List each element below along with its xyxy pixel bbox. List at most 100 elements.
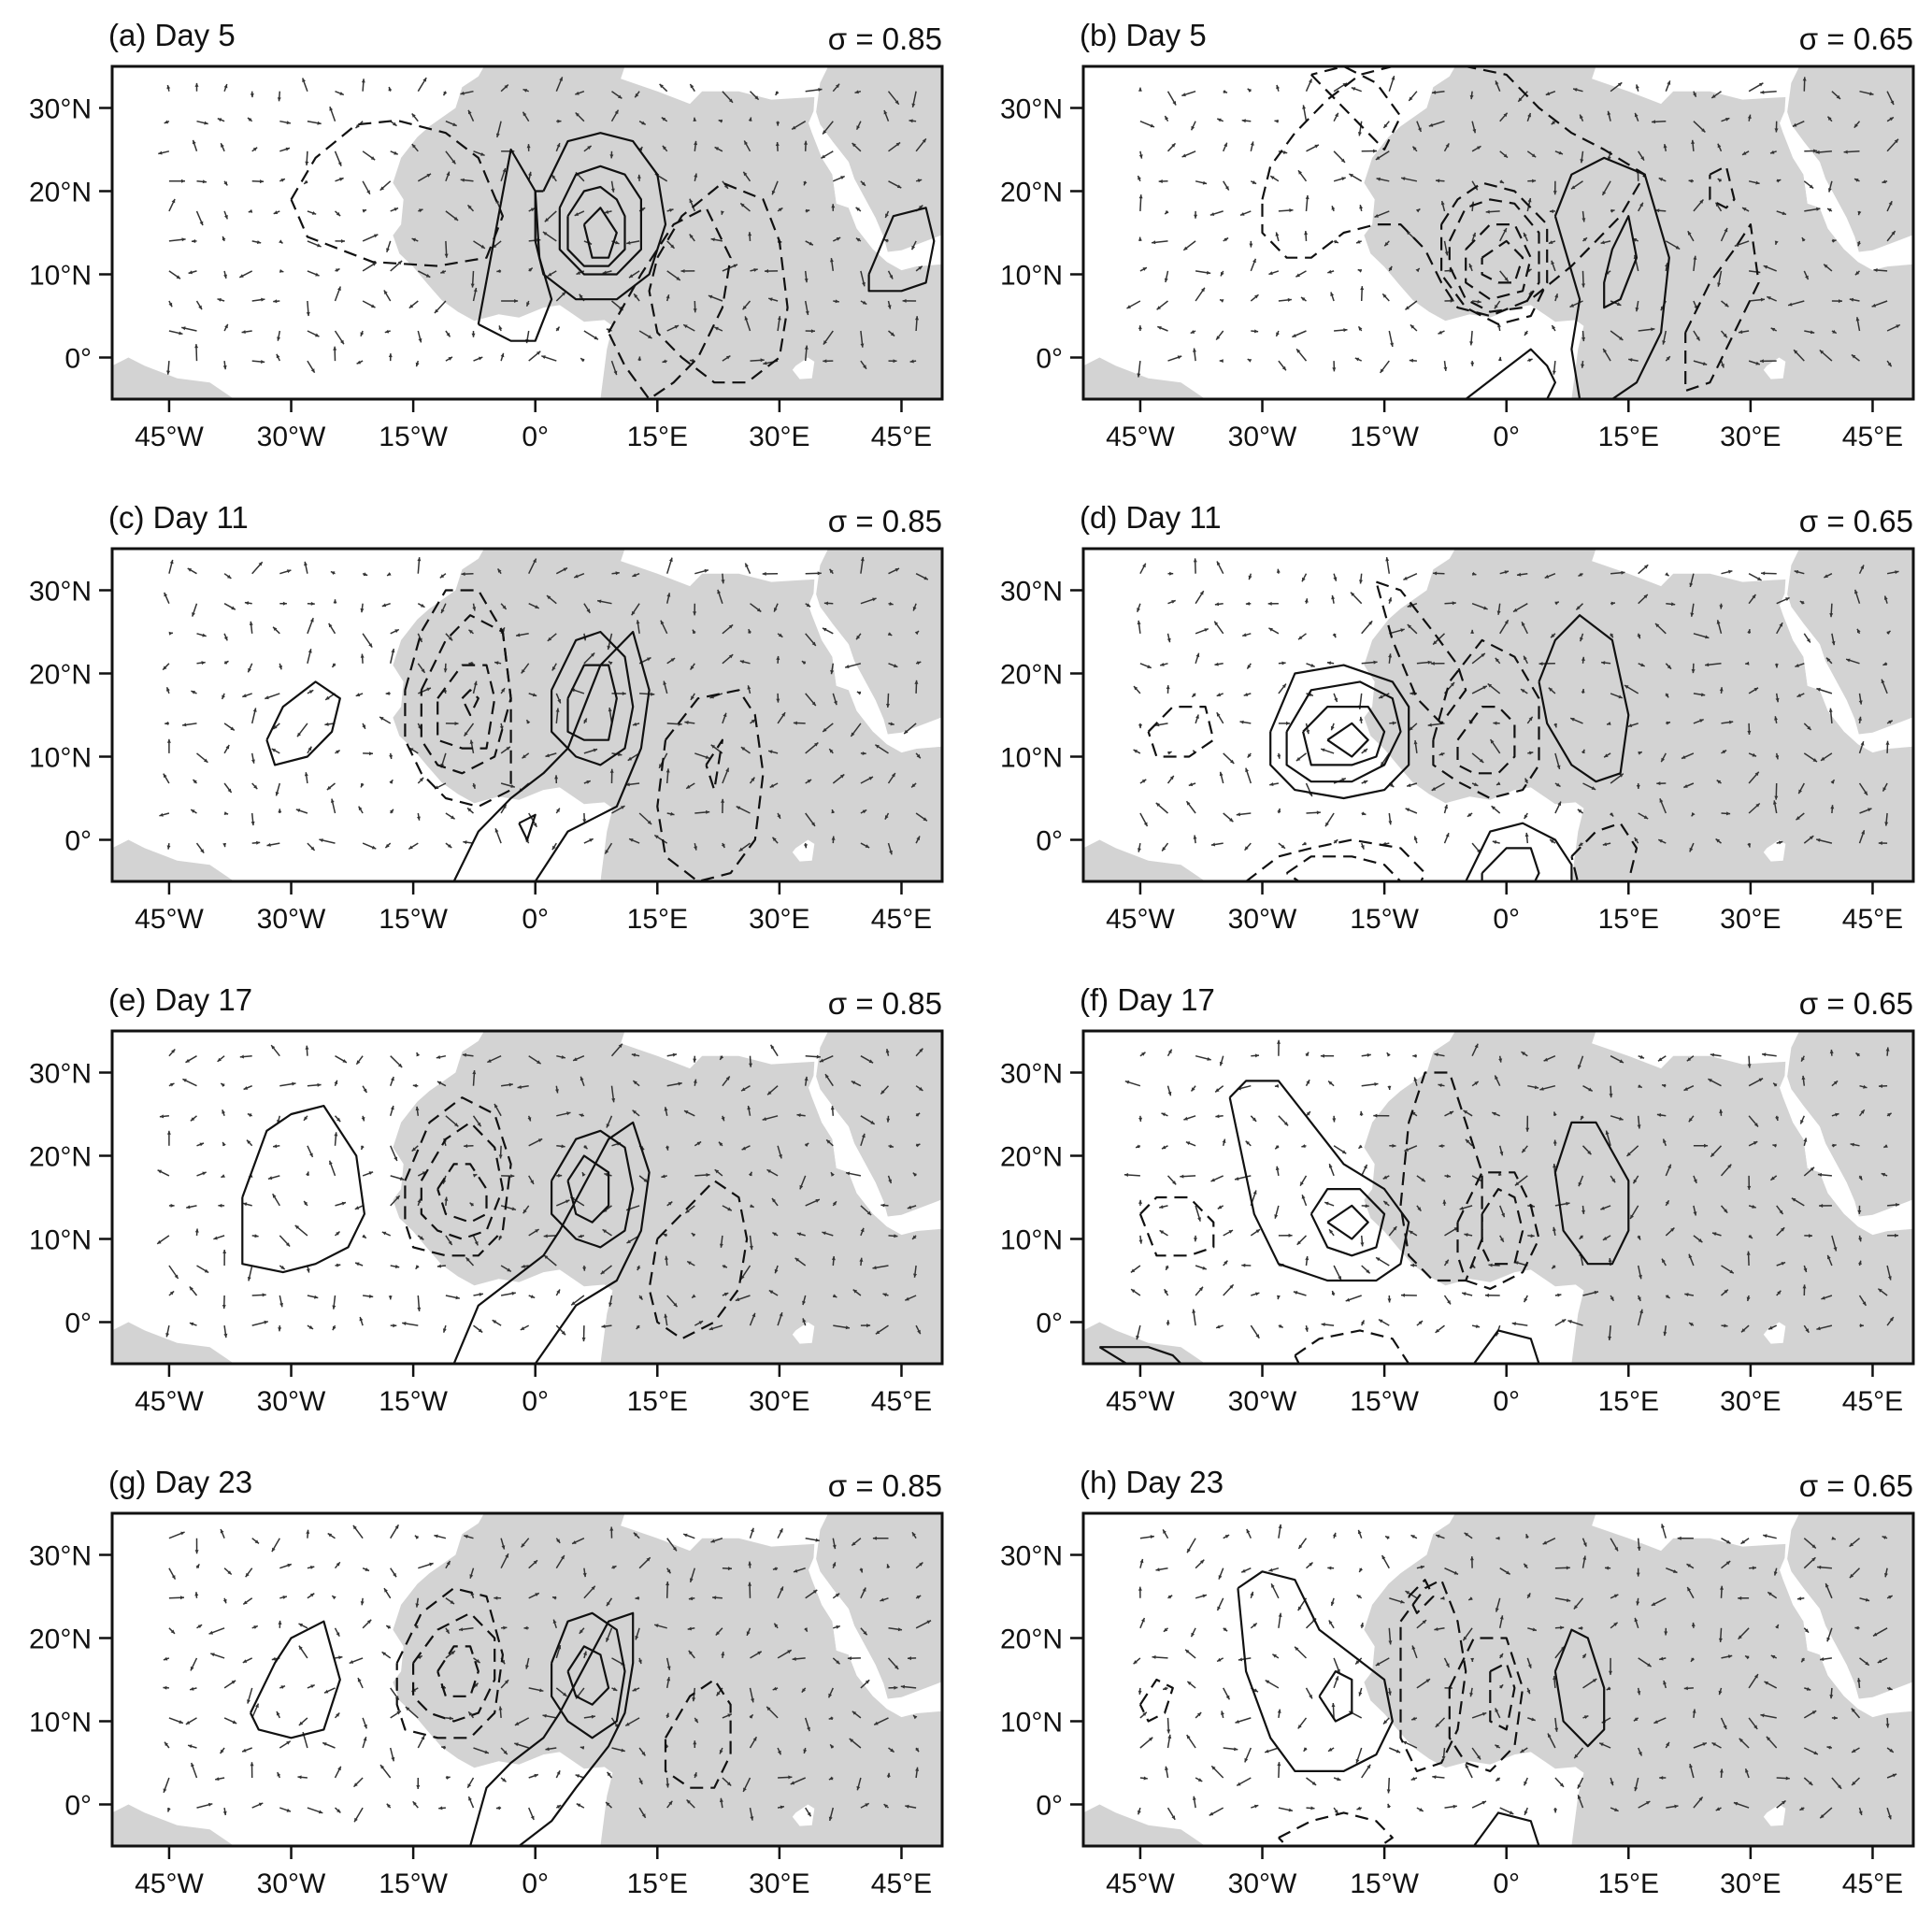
wind-arrowhead (1646, 1801, 1651, 1805)
wind-arrowhead (326, 785, 332, 790)
wind-arrowhead (185, 1058, 190, 1063)
wind-arrowhead (744, 316, 749, 321)
wind-arrowhead (1587, 1151, 1592, 1155)
wind-arrowhead (1711, 1742, 1716, 1747)
wind-arrowhead (525, 1665, 529, 1669)
wind-arrowhead (421, 603, 425, 608)
wind-arrowhead (862, 282, 866, 287)
wind-arrowhead (1782, 211, 1786, 215)
wind-arrowhead (665, 768, 670, 773)
wind-arrowhead (1496, 1777, 1500, 1782)
contour-positive (566, 185, 626, 267)
wind-arrowhead (1188, 782, 1194, 787)
wind-arrowhead (1255, 1292, 1260, 1296)
wind-arrowhead (1225, 1695, 1230, 1700)
wind-arrowhead (831, 836, 836, 840)
wind-arrowhead (1618, 694, 1623, 699)
wind-arrowhead (1857, 1209, 1862, 1214)
wind-arrowhead (215, 1777, 220, 1782)
wind-arrowhead (1445, 1663, 1450, 1668)
wind-arrowhead (1224, 142, 1227, 148)
wind-arrowhead (1835, 1112, 1839, 1117)
wind-arrowhead (1320, 1053, 1324, 1058)
wind-arrowhead (494, 1596, 498, 1600)
wind-arrowhead (340, 339, 344, 345)
wind-arrowhead (686, 1799, 691, 1804)
wind-arrowhead (298, 1624, 303, 1627)
wind-arrowhead (222, 1811, 227, 1815)
wind-arrowhead (1387, 1298, 1392, 1303)
panel-label: (c) Day 11 (108, 500, 249, 535)
wind-arrowhead (792, 1656, 796, 1661)
wind-arrowhead (171, 1575, 176, 1580)
wind-arrowhead (402, 1322, 407, 1325)
wind-arrowhead (1413, 740, 1418, 745)
wind-arrowhead (804, 140, 808, 145)
contour-negative (1456, 1171, 1540, 1290)
wind-arrowhead (1665, 693, 1669, 698)
wind-arrowhead (916, 1596, 922, 1599)
wind-arrowhead (714, 147, 720, 150)
red-sea (800, 108, 888, 260)
wind-arrowhead (310, 601, 315, 606)
wind-arrowhead (1705, 635, 1710, 639)
wind-arrowhead (1224, 186, 1229, 191)
wind-arrowhead (1760, 297, 1765, 302)
wind-arrowhead (1781, 1227, 1785, 1232)
panel-e: (e) Day 17 σ = 0.85 45°W 30°W 15°W 0° 15°E 30… (29, 982, 944, 1417)
wind-arrowhead (806, 603, 811, 608)
wind-arrowhead (1438, 751, 1444, 756)
wind-arrowhead (1418, 127, 1422, 132)
wind-arrowhead (1138, 1586, 1142, 1591)
wind-arrowhead (1637, 1124, 1641, 1129)
wind-arrowhead (539, 1688, 544, 1693)
wind-arrowhead (1473, 782, 1479, 786)
wind-arrowhead (1235, 1177, 1239, 1181)
wind-arrowhead (1561, 1319, 1567, 1324)
wind-arrowhead (597, 599, 602, 604)
contour-negative (1399, 1579, 1467, 1772)
wind-arrowhead (712, 1596, 717, 1600)
wind-arrowhead (1896, 1203, 1900, 1207)
land-mass (816, 1031, 942, 1217)
wind-arrowhead (366, 190, 370, 194)
wind-arrowhead (1387, 1085, 1392, 1090)
wind-arrowhead (721, 798, 725, 803)
wind-arrowhead (1829, 1049, 1834, 1054)
wind-arrowhead (227, 574, 232, 579)
wind-arrowhead (1246, 1529, 1251, 1534)
wind-arrowhead (641, 121, 646, 125)
wind-arrowhead (556, 808, 560, 812)
wind-arrowhead (502, 605, 507, 609)
wind-arrowhead (405, 1707, 410, 1711)
wind-arrowhead (1194, 214, 1198, 219)
wind-arrowhead (497, 568, 502, 573)
wind-arrowhead (1418, 1321, 1423, 1325)
wind-arrowhead (230, 726, 235, 731)
wind-arrowhead (561, 1330, 565, 1336)
wind-arrowhead (1327, 1566, 1332, 1570)
wind-arrowhead (835, 1593, 840, 1597)
wind-arrowhead (247, 1277, 251, 1281)
wind-arrowhead (886, 1772, 891, 1777)
wind-arrowhead (751, 1527, 754, 1533)
wind-arrowhead (1435, 1328, 1439, 1333)
wind-arrowhead (472, 1070, 477, 1075)
wind-arrowhead (1359, 580, 1363, 584)
wind-arrowhead (1143, 1776, 1148, 1781)
wind-arrowhead (1891, 231, 1896, 236)
wind-arrowhead (391, 649, 395, 653)
wind-arrowhead (1580, 637, 1583, 642)
wind-arrowhead (912, 1235, 917, 1239)
wind-arrowhead (1230, 759, 1235, 764)
red-sea (1771, 1073, 1859, 1224)
wind-arrowhead (1716, 780, 1722, 784)
wind-arrowhead (1496, 781, 1501, 785)
wind-arrowhead (748, 232, 752, 236)
wind-arrowhead (1638, 751, 1642, 755)
wind-arrowhead (715, 1631, 720, 1636)
wind-vectors (158, 77, 927, 376)
wind-arrowhead (1334, 697, 1338, 702)
wind-arrowhead (1663, 1331, 1667, 1337)
wind-arrowhead (1803, 1138, 1808, 1142)
